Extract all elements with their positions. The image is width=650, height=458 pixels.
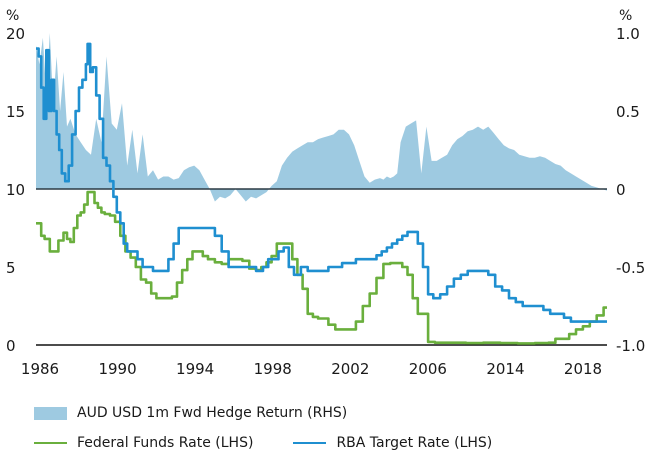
left-tick-label: 15 bbox=[6, 103, 25, 121]
legend: AUD USD 1m Fwd Hedge Return (RHS) Federa… bbox=[34, 398, 526, 458]
left-tick-label: 10 bbox=[6, 181, 25, 199]
legend-item-fed-funds: Federal Funds Rate (LHS) bbox=[34, 435, 253, 451]
rate-lines-layer bbox=[36, 42, 607, 345]
left-tick-label: 0 bbox=[6, 337, 16, 355]
right-axis-unit: % bbox=[619, 8, 632, 24]
right-tick-label: 0.5 bbox=[616, 103, 640, 121]
legend-item-rba: RBA Target Rate (LHS) bbox=[293, 435, 492, 451]
rba-target-rate-line bbox=[36, 42, 607, 323]
legend-swatch-area bbox=[34, 406, 67, 420]
left-tick-label: 5 bbox=[6, 259, 16, 277]
legend-swatch-rba bbox=[293, 442, 327, 444]
hedge-return-area bbox=[36, 33, 607, 202]
right-axis: -1.0 -0.5 0 0.5 1.0 bbox=[616, 25, 645, 355]
x-tick-label: 2006 bbox=[409, 360, 447, 378]
left-axis: 0 5 10 15 20 bbox=[6, 25, 25, 355]
right-tick-label: -0.5 bbox=[616, 259, 645, 277]
legend-label-hedge-return: AUD USD 1m Fwd Hedge Return (RHS) bbox=[77, 405, 348, 421]
right-tick-label: -1.0 bbox=[616, 337, 645, 355]
fed-funds-rate-line bbox=[36, 190, 607, 345]
legend-label-rba: RBA Target Rate (LHS) bbox=[336, 435, 493, 451]
left-axis-unit: % bbox=[6, 8, 19, 24]
x-tick-label: 1990 bbox=[98, 360, 136, 378]
x-tick-label: 2018 bbox=[564, 360, 602, 378]
legend-swatch-fed-funds bbox=[34, 442, 67, 444]
left-tick-label: 20 bbox=[6, 25, 25, 43]
x-axis: 1986 1990 1994 1998 2002 2006 2014 2018 bbox=[21, 360, 602, 378]
legend-item-hedge-return: AUD USD 1m Fwd Hedge Return (RHS) bbox=[34, 405, 347, 421]
x-tick-label: 2014 bbox=[486, 360, 524, 378]
hedge-return-area-layer bbox=[36, 33, 607, 202]
dual-axis-chart: 0 5 10 15 20 -1.0 -0.5 0 0.5 1.0 1986 1990 1994 199… bbox=[6, 8, 645, 378]
x-tick-label: 1986 bbox=[21, 360, 59, 378]
right-tick-label: 1.0 bbox=[616, 25, 640, 43]
x-tick-label: 1994 bbox=[176, 360, 214, 378]
legend-label-fed-funds: Federal Funds Rate (LHS) bbox=[77, 435, 254, 451]
right-tick-label: 0 bbox=[616, 181, 626, 199]
x-tick-label: 1998 bbox=[254, 360, 292, 378]
x-tick-label: 2002 bbox=[331, 360, 369, 378]
